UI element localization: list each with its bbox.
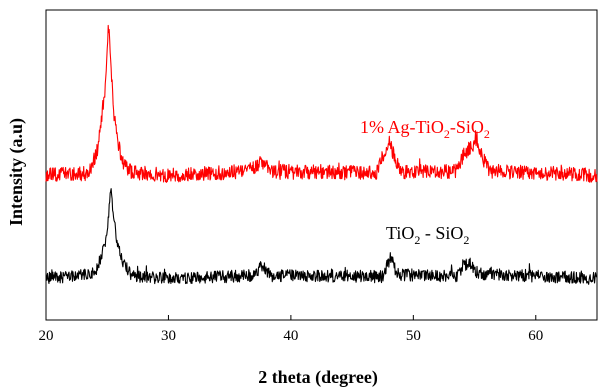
x-tick-label: 20 bbox=[39, 328, 54, 344]
series-label-ag-tio2-sio2: 1% Ag-TiO2-SiO2 bbox=[360, 117, 490, 141]
series-label-1-sub1: 2 bbox=[414, 233, 420, 247]
x-tick-label: 60 bbox=[528, 328, 543, 344]
series-line-0 bbox=[45, 24, 598, 183]
x-tick-label: 50 bbox=[406, 328, 421, 344]
series-line-1 bbox=[45, 188, 598, 285]
series-label-1-sub2: 2 bbox=[463, 233, 469, 247]
series-layer bbox=[45, 24, 598, 285]
x-axis-title: 2 theta (degree) bbox=[258, 367, 378, 388]
plot-area bbox=[45, 9, 598, 321]
series-label-1-mid: - SiO bbox=[420, 223, 463, 243]
series-label-0-sub1: 2 bbox=[444, 127, 450, 141]
x-tick-label: 40 bbox=[283, 328, 298, 344]
series-label-0-main: 1% Ag-TiO bbox=[360, 117, 444, 137]
plot-frame bbox=[45, 9, 598, 321]
series-label-0-mid: -SiO bbox=[450, 117, 484, 137]
series-label-tio2-sio2: TiO2 - SiO2 bbox=[386, 223, 469, 247]
x-axis-ticks: 20 30 40 50 60 bbox=[39, 315, 543, 344]
series-label-0-sub2: 2 bbox=[484, 127, 490, 141]
y-axis-title: Intensity (a.u) bbox=[6, 118, 27, 226]
x-tick-label: 30 bbox=[161, 328, 176, 344]
series-label-1-main: TiO bbox=[386, 223, 414, 243]
